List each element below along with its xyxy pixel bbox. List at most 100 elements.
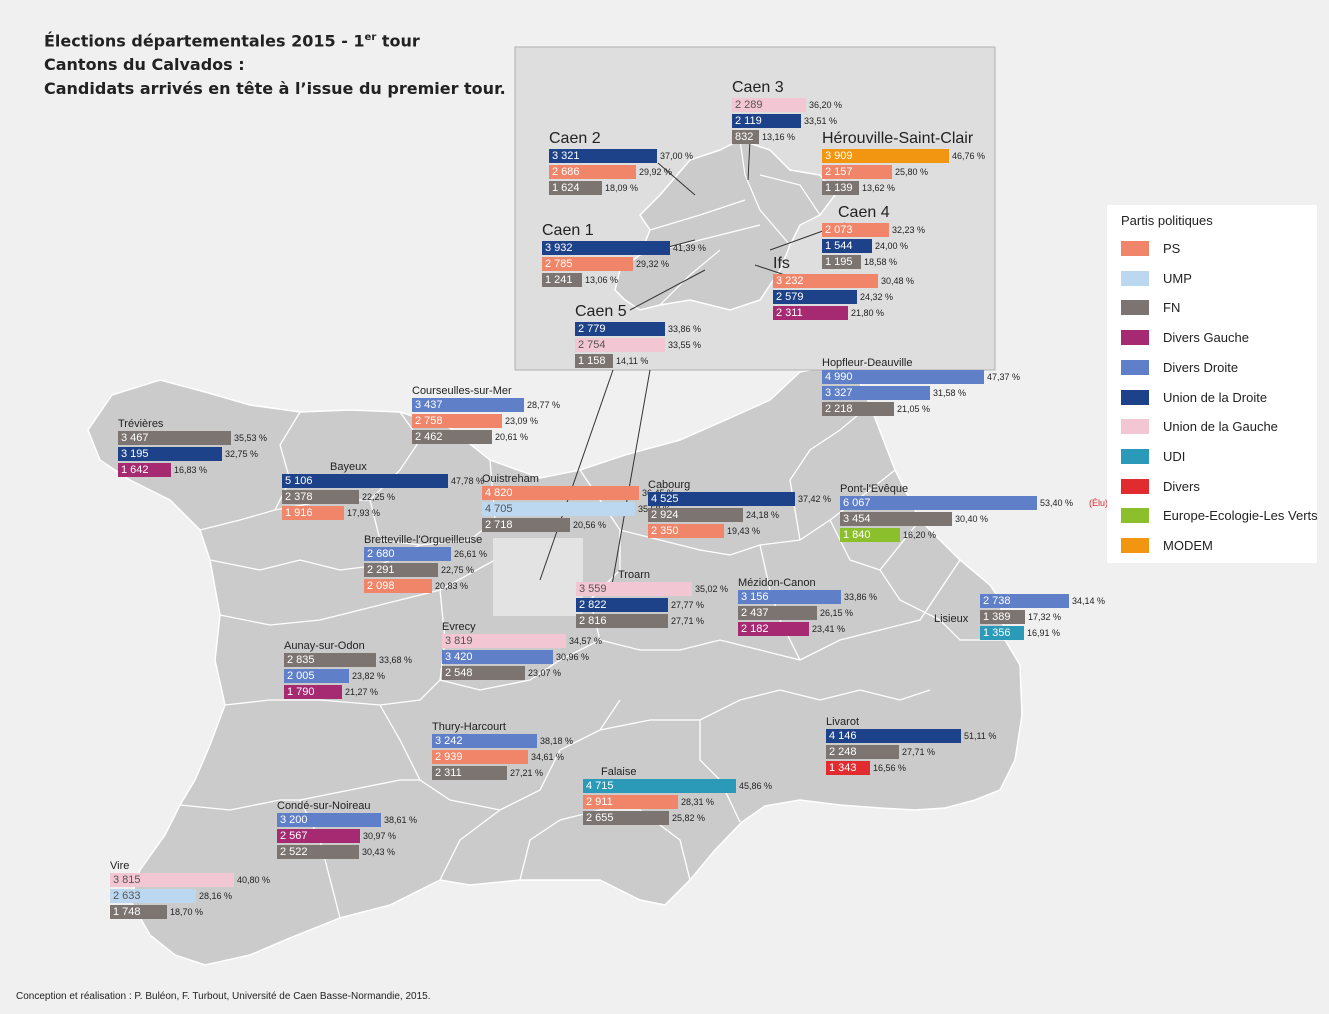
vote-bar: 2 835 bbox=[284, 653, 376, 667]
vote-count: 2 157 bbox=[825, 166, 853, 178]
vote-bar: 2 785 bbox=[542, 257, 633, 271]
vote-percent: 45,86 % bbox=[739, 781, 773, 791]
result-row: 832 13,16 % bbox=[732, 130, 795, 145]
vote-percent: 24,32 % bbox=[860, 292, 894, 302]
canton-name: Bretteville-l'Orgueilleuse bbox=[364, 534, 483, 546]
vote-count: 3 437 bbox=[415, 399, 443, 411]
result-row: 3 815 40,80 % bbox=[110, 873, 270, 888]
vote-bar: 1 389 bbox=[980, 610, 1025, 624]
vote-percent: 21,27 % bbox=[345, 687, 379, 697]
vote-bar: 2 073 bbox=[822, 223, 889, 237]
canton-caen-1: Caen 1 3 932 41,39 % 2 785 29,32 % 1 241 13,06… bbox=[542, 221, 706, 289]
vote-count: 3 819 bbox=[445, 635, 473, 647]
vote-percent: 19,43 % bbox=[727, 526, 761, 536]
vote-percent: 34,14 % bbox=[1072, 596, 1106, 606]
vote-count: 4 525 bbox=[651, 493, 679, 505]
result-row: 2 073 32,23 % bbox=[822, 223, 925, 238]
result-row: 4 990 47,37 % bbox=[822, 370, 1020, 385]
result-row: 3 932 41,39 % bbox=[542, 241, 706, 256]
vote-bar: 2 098 bbox=[364, 579, 432, 593]
result-row: 2 924 24,18 % bbox=[648, 508, 779, 523]
vote-percent: 27,77 % bbox=[671, 600, 705, 610]
vote-bar: 2 579 bbox=[773, 290, 857, 304]
vote-bar: 2 548 bbox=[442, 666, 525, 680]
canton-name: Caen 2 bbox=[549, 130, 601, 147]
legend-swatch bbox=[1121, 241, 1149, 256]
vote-count: 2 522 bbox=[280, 846, 308, 858]
vote-bar: 2 350 bbox=[648, 524, 724, 538]
vote-bar: 2 939 bbox=[432, 750, 528, 764]
vote-percent: 33,51 % bbox=[804, 116, 838, 126]
vote-percent: 22,75 % bbox=[441, 565, 475, 575]
result-row: 5 106 47,78 % bbox=[282, 474, 484, 489]
vote-bar: 1 158 bbox=[575, 354, 613, 368]
result-row: 3 819 34,57 % bbox=[442, 634, 602, 649]
result-row: 2 939 34,61 % bbox=[432, 750, 564, 765]
vote-percent: 13,62 % bbox=[862, 183, 896, 193]
vote-count: 5 106 bbox=[285, 475, 313, 487]
legend-swatch bbox=[1121, 448, 1149, 464]
vote-count: 2 098 bbox=[367, 580, 395, 592]
vote-percent: 25,80 % bbox=[895, 167, 929, 177]
canton-name: Troarn bbox=[618, 569, 650, 581]
canton-name: Evrecy bbox=[442, 621, 476, 633]
vote-count: 2 218 bbox=[825, 403, 853, 415]
vote-percent: 28,31 % bbox=[681, 797, 715, 807]
vote-count: 832 bbox=[735, 131, 754, 143]
result-row: 3 195 32,75 % bbox=[118, 447, 258, 462]
canton-trevieres: Trévières 3 467 35,53 % 3 195 32,75 % 1 642 16… bbox=[118, 417, 267, 479]
title-line-2: Cantons du Calvados : bbox=[44, 55, 245, 75]
vote-percent: 33,55 % bbox=[668, 340, 702, 350]
vote-bar: 3 932 bbox=[542, 241, 670, 255]
result-row: 2 522 30,43 % bbox=[277, 845, 395, 860]
vote-bar: 1 642 bbox=[118, 463, 171, 477]
vote-percent: 29,92 % bbox=[639, 167, 673, 177]
vote-percent: 22,25 % bbox=[362, 492, 396, 502]
result-row: 2 835 33,68 % bbox=[284, 653, 412, 668]
result-row: 2 567 30,97 % bbox=[277, 829, 396, 844]
vote-bar: 2 924 bbox=[648, 508, 743, 522]
vote-percent: 28,77 % bbox=[527, 400, 561, 410]
legend-swatch bbox=[1121, 270, 1149, 286]
result-row: 3 321 37,00 % bbox=[549, 149, 693, 164]
vote-bar: 4 820 bbox=[482, 486, 639, 500]
vote-bar: 1 241 bbox=[542, 273, 582, 287]
canton-ifs: Ifs 3 232 30,48 % 2 579 24,32 % 2 311 21,80 % bbox=[773, 254, 914, 322]
legend-label: Union de la Droite bbox=[1163, 389, 1268, 405]
vote-count: 1 343 bbox=[829, 762, 857, 774]
vote-count: 3 156 bbox=[741, 591, 769, 603]
vote-percent: 30,97 % bbox=[363, 831, 397, 841]
vote-count: 1 158 bbox=[578, 355, 606, 367]
vote-count: 2 579 bbox=[776, 291, 804, 303]
vote-count: 2 291 bbox=[367, 564, 395, 576]
vote-count: 2 182 bbox=[741, 623, 769, 635]
result-row: 3 437 28,77 % bbox=[412, 398, 560, 413]
result-row: 2 655 25,82 % bbox=[583, 811, 705, 826]
vote-bar: 4 525 bbox=[648, 492, 795, 506]
legend-swatch bbox=[1121, 508, 1149, 524]
vote-bar: 2 567 bbox=[277, 829, 360, 843]
vote-bar: 3 815 bbox=[110, 873, 234, 887]
vote-percent: 14,11 % bbox=[616, 356, 649, 366]
canton-evrecy: Evrecy 3 819 34,57 % 3 420 30,96 % 2 548 23,07… bbox=[442, 620, 602, 682]
result-row: 2 686 29,92 % bbox=[549, 165, 672, 180]
result-row: 2 758 23,09 % bbox=[412, 414, 538, 429]
canton-conde-sur-noireau: Condé-sur-Noireau 3 200 38,61 % 2 567 30,97 … bbox=[277, 799, 417, 861]
vote-bar: 2 291 bbox=[364, 563, 438, 577]
canton-bretteville: Bretteville-l'Orgueilleuse 2 680 26,61 % 2 … bbox=[364, 533, 487, 595]
vote-percent: 30,48 % bbox=[881, 276, 915, 286]
vote-count: 1 790 bbox=[287, 686, 315, 698]
result-row: 1 195 18,58 % bbox=[822, 255, 897, 270]
vote-count: 3 200 bbox=[280, 814, 308, 826]
vote-bar: 2 522 bbox=[277, 845, 359, 859]
inset-leader-line bbox=[539, 369, 614, 581]
vote-bar: 3 559 bbox=[576, 582, 692, 596]
vote-percent: 33,86 % bbox=[844, 592, 878, 602]
vote-count: 2 311 bbox=[776, 307, 803, 319]
vote-percent: 30,43 % bbox=[362, 847, 396, 857]
vote-percent: 35,53 % bbox=[234, 433, 268, 443]
vote-percent: 28,16 % bbox=[199, 891, 233, 901]
vote-count: 3 454 bbox=[843, 513, 871, 525]
vote-count: 2 005 bbox=[287, 670, 315, 682]
inset-leader-line bbox=[611, 369, 651, 586]
